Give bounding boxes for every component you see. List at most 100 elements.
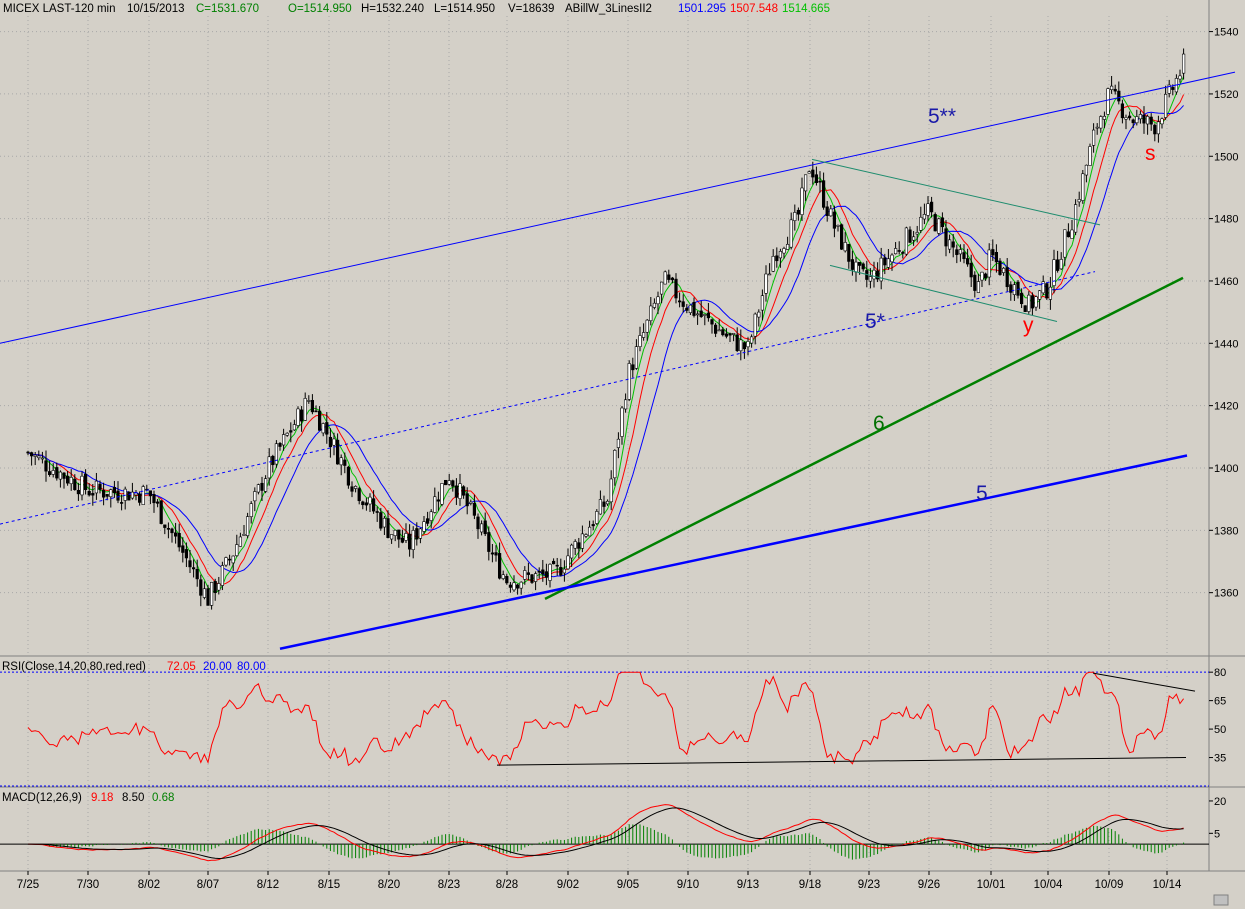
candle-body	[641, 332, 646, 338]
candle-body	[231, 555, 235, 564]
candle-body	[281, 434, 286, 446]
wave-label-6: 6	[873, 412, 885, 435]
candle-body	[861, 263, 865, 270]
scroll-marker[interactable]	[1213, 894, 1229, 906]
candle-body	[404, 533, 408, 541]
rsi-label: RSI(Close,14,20,80,red,red)	[2, 661, 146, 673]
candle-body	[84, 473, 88, 490]
moving-average-line	[27, 76, 1185, 594]
candle-body	[47, 471, 52, 475]
candle-body	[44, 460, 48, 472]
price-tick-label: 1400	[1214, 463, 1238, 475]
candle-body	[739, 339, 743, 352]
candle-body	[253, 491, 257, 502]
candle-body	[1128, 115, 1132, 119]
candle-body	[476, 516, 480, 530]
candle-body	[1041, 281, 1045, 294]
candle-body	[213, 581, 217, 593]
candle-body	[238, 536, 243, 547]
candle-body	[353, 486, 358, 489]
candle-body	[1059, 259, 1063, 270]
candle-body	[325, 422, 329, 435]
candle-body	[519, 581, 523, 589]
candle-body	[210, 582, 214, 606]
candle-body	[1138, 114, 1142, 120]
candle-body	[947, 239, 952, 250]
candle-body	[375, 511, 379, 513]
candle-body	[494, 552, 498, 556]
candle-body	[771, 255, 775, 272]
candle-body	[580, 533, 584, 549]
candle-body	[562, 568, 566, 574]
candle-body	[73, 478, 77, 491]
candle-body	[609, 478, 613, 503]
rsi-pane	[0, 671, 1209, 787]
rsi-value: 72.05	[167, 661, 196, 673]
candle-body	[26, 451, 30, 454]
candle-body	[821, 180, 826, 208]
candle-body	[1023, 305, 1027, 312]
candle-body	[893, 248, 898, 255]
candle-body	[440, 483, 444, 505]
candle-body	[1167, 84, 1171, 94]
candle-body	[37, 455, 41, 459]
candle-body	[271, 455, 275, 466]
candle-body	[314, 410, 318, 413]
candle-body	[883, 257, 887, 266]
candle-body	[796, 209, 800, 215]
candle-body	[217, 583, 221, 591]
candle-body	[994, 252, 998, 263]
candle-body	[1084, 164, 1088, 176]
candle-body	[166, 528, 171, 530]
candle-body	[541, 569, 545, 575]
candle-body	[1066, 231, 1070, 238]
trendlines	[0, 71, 1236, 650]
candle-body	[767, 273, 772, 276]
price-tick-label: 1440	[1214, 338, 1238, 350]
header-volume: V=18639	[508, 3, 554, 15]
candle-body	[1052, 259, 1056, 286]
candle-body	[303, 398, 307, 421]
candle-body	[105, 494, 109, 497]
candle-body	[436, 499, 441, 502]
candle-body	[116, 490, 120, 501]
candle-body	[728, 333, 732, 336]
candle-body	[742, 342, 746, 350]
candle-body	[256, 484, 261, 493]
candle-body	[76, 489, 80, 495]
candle-body	[807, 171, 811, 174]
date-tick-label: 8/15	[318, 879, 340, 891]
price-tick-label: 1460	[1214, 276, 1238, 288]
candle-body	[937, 218, 941, 234]
candle-body	[764, 273, 768, 294]
candle-body	[1063, 229, 1067, 258]
candle-body	[91, 493, 95, 496]
candle-body	[94, 480, 98, 494]
candle-body	[775, 255, 779, 262]
candle-body	[1182, 53, 1186, 74]
candle-body	[411, 530, 415, 550]
candle-body	[854, 261, 858, 273]
candle-body	[731, 333, 736, 335]
candle-body	[613, 449, 617, 479]
candle-body	[703, 314, 707, 316]
candle-body	[346, 466, 351, 486]
candle-body	[242, 533, 246, 536]
candle-body	[415, 528, 419, 540]
candle-body	[487, 532, 491, 552]
candle-body	[533, 573, 538, 582]
candle-body	[310, 400, 315, 413]
candle-body	[875, 270, 880, 280]
candle-body	[904, 227, 908, 255]
candle-body	[267, 456, 271, 479]
candle-body	[458, 483, 462, 499]
candle-body	[87, 491, 91, 496]
date-tick-label: 7/30	[77, 879, 99, 891]
price-tick-label: 1380	[1214, 525, 1238, 537]
candle-body	[192, 567, 196, 570]
candle-body	[868, 276, 872, 282]
candle-body	[1124, 117, 1128, 120]
candle-body	[461, 486, 466, 496]
candle-body	[616, 438, 620, 448]
candle-body	[451, 480, 455, 487]
